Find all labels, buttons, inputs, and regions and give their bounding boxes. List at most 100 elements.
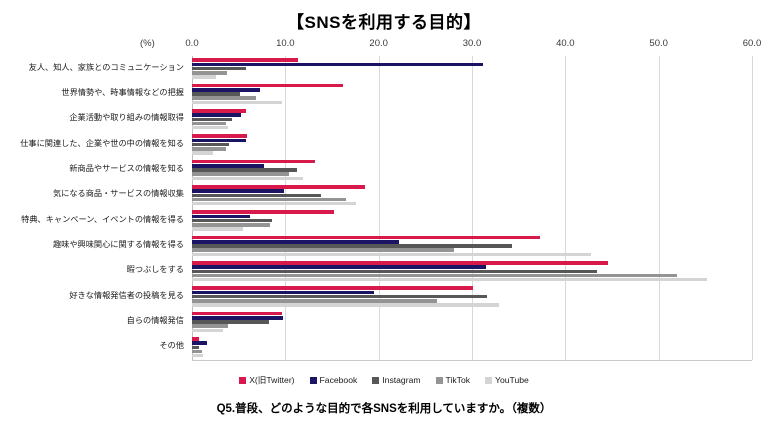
category-label: 趣味や興味関心に関する情報を得る [52, 240, 184, 249]
bar [192, 71, 228, 75]
chart-legend: X(旧Twitter) Facebook Instagram TikTok YouTub… [0, 374, 768, 386]
bar [192, 320, 270, 324]
category-label: 自らの情報発信 [126, 316, 184, 325]
gridline-40.0 [565, 56, 567, 360]
bar [192, 197, 346, 202]
bar [192, 248, 455, 252]
bar [192, 168, 298, 172]
page-title: 【SNSを利用する目的】 [287, 13, 481, 32]
bar [192, 214, 250, 219]
bar [192, 303, 500, 307]
bar [192, 349, 203, 354]
bar [192, 100, 282, 105]
x-tick-label: 10.0 [276, 38, 295, 49]
gridline-30.0 [472, 56, 473, 360]
bar [192, 261, 609, 265]
bar [192, 164, 264, 168]
category-label: その他 [159, 341, 184, 351]
bar [192, 151, 213, 155]
x-tick-label: 30.0 [462, 38, 482, 49]
bar [192, 316, 284, 320]
bar-group [192, 157, 752, 182]
legend-label: YouTube [495, 375, 529, 385]
gridline-60.0 [752, 56, 753, 360]
bar [192, 142, 230, 147]
bar [192, 273, 678, 278]
bar [192, 159, 316, 164]
category-label: 新商品やサービスの情報を知る [69, 164, 184, 173]
bar [192, 96, 257, 100]
bar [192, 121, 226, 126]
bar [192, 134, 248, 139]
bar [192, 109, 247, 113]
category-label: 暇つぶしをする [126, 265, 184, 275]
bar [192, 265, 486, 269]
plot-area: 0.0 10.0 20.0 30.0 40.0 50.0 60.0 [185, 38, 761, 360]
bar-group [192, 335, 752, 360]
axis-baseline [192, 360, 752, 361]
category-label: 好きな情報発信者の投稿を見る [69, 290, 184, 300]
bar-group [192, 81, 752, 106]
bar [192, 75, 217, 79]
bar [192, 244, 513, 248]
bar [192, 62, 484, 67]
bar-group [192, 208, 752, 233]
bar-group [192, 309, 752, 334]
bar [192, 138, 247, 143]
category-label: 仕事に関連した、企業や世の中の情報を知る [20, 138, 184, 148]
legend-item[interactable]: Instagram [372, 375, 421, 385]
x-tick-label: 60.0 [742, 38, 762, 49]
bar [192, 345, 200, 350]
bar [192, 299, 437, 303]
bar [192, 235, 541, 240]
bar [192, 58, 299, 63]
bar [192, 147, 226, 151]
legend-item[interactable]: Facebook [309, 375, 358, 385]
bar [192, 193, 321, 198]
bar [192, 176, 304, 181]
bar [192, 185, 365, 189]
legend-item[interactable]: TikTok [435, 375, 471, 385]
legend-label: TikTok [445, 375, 471, 385]
gridline-50.0 [658, 56, 660, 360]
legend-swatch-icon [309, 376, 317, 384]
gridline-10.0 [285, 56, 287, 360]
category-label: 世界情勢や、時事情報などの把握 [61, 88, 184, 97]
category-label: 気になる商品・サービスの情報収集 [52, 189, 184, 199]
bar [192, 189, 285, 193]
bar [192, 113, 242, 117]
legend-label: Facebook [319, 375, 358, 385]
bar [192, 240, 400, 244]
bar [192, 294, 487, 299]
x-tick-label: 0.0 [185, 38, 199, 49]
bar [192, 277, 708, 282]
bar [192, 290, 374, 295]
x-tick-label: 50.0 [649, 38, 668, 49]
x-tick-label: 40.0 [556, 38, 575, 49]
bar [192, 125, 229, 130]
bar [192, 252, 592, 257]
bar [192, 66, 247, 71]
bar [192, 269, 598, 274]
category-labels: 友人、知人、家族とのコミュニケーション 世界情勢や、時事情報などの把握 企業活動や取… [0, 56, 192, 360]
footer-question: Q5.普段、どのような目的で各SNSを利用していますか。（複数） [216, 403, 552, 415]
legend-item[interactable]: X(旧Twitter) [239, 374, 295, 386]
bar-group [192, 132, 752, 157]
bar [192, 88, 261, 92]
legend-swatch-icon [372, 376, 380, 384]
gridline-0.0 [192, 56, 193, 360]
axis-unit-label: (%) [140, 38, 155, 49]
bar-group [192, 183, 752, 208]
bar-group [192, 284, 752, 309]
legend-item[interactable]: YouTube [485, 375, 529, 385]
bar [192, 227, 244, 231]
gridline-20.0 [378, 56, 380, 360]
bar [192, 92, 240, 96]
legend-swatch-icon [239, 376, 247, 384]
bar-group [192, 233, 752, 258]
bar [192, 341, 207, 345]
x-tick-label: 20.0 [369, 38, 388, 49]
bar [192, 353, 204, 358]
bar [192, 218, 273, 223]
